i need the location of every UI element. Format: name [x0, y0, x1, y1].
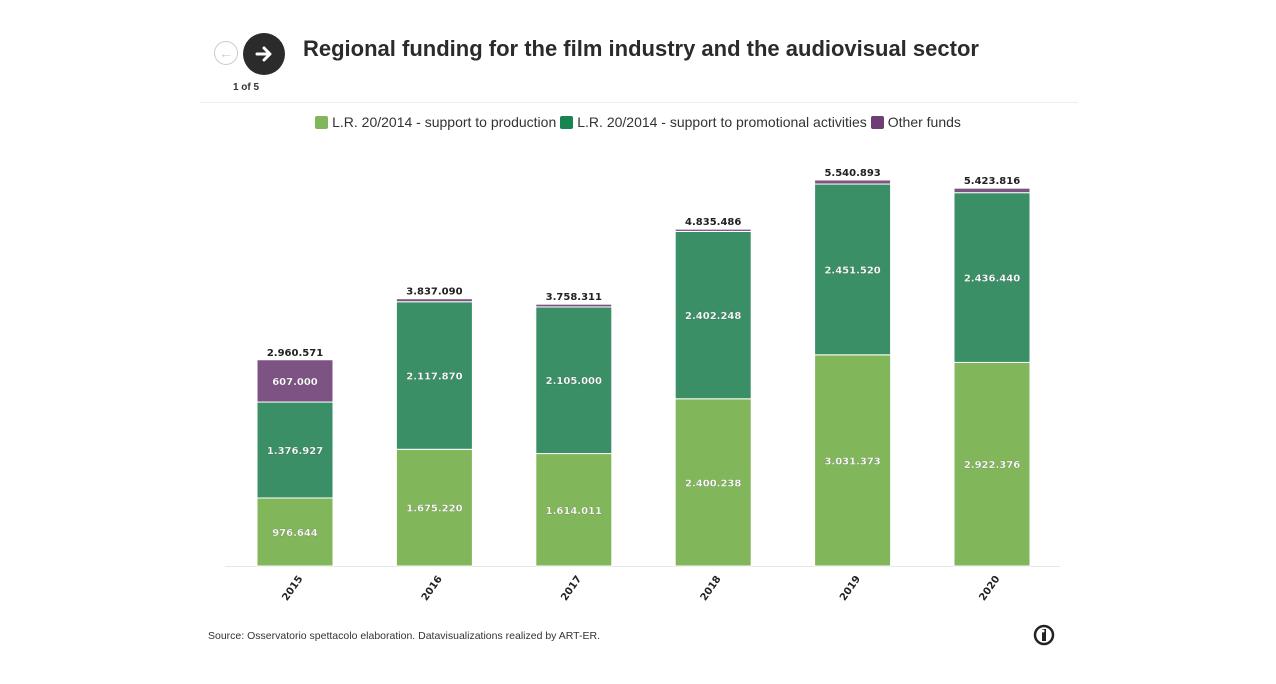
total-label: 3.758.311 — [546, 292, 602, 303]
previous-button[interactable]: ← — [214, 41, 238, 65]
x-tick-label: 2017 — [559, 574, 584, 603]
total-label: 4.835.486 — [685, 217, 741, 228]
arrow-left-icon: ← — [219, 45, 233, 61]
legend-label: L.R. 20/2014 - support to promotional ac… — [577, 114, 867, 130]
data-label: 976.644 — [272, 528, 318, 539]
legend-item-production[interactable]: L.R. 20/2014 - support to production — [315, 114, 556, 130]
x-tick-label: 2019 — [838, 574, 863, 603]
bar-segment[interactable] — [814, 179, 892, 185]
legend-item-other-funds[interactable]: Other funds — [870, 114, 961, 130]
data-label: 2.451.520 — [824, 265, 880, 276]
bar-segment[interactable] — [953, 192, 1031, 363]
bar-segment[interactable] — [535, 303, 613, 308]
legend-label: L.R. 20/2014 - support to production — [332, 114, 557, 130]
total-label: 5.540.893 — [824, 168, 880, 179]
header-divider — [200, 102, 1078, 103]
bar-segment[interactable] — [256, 359, 334, 403]
data-label: 2.436.440 — [964, 274, 1020, 285]
arrow-right-icon — [255, 46, 272, 62]
bar-segment[interactable] — [814, 183, 892, 356]
legend-swatch — [870, 115, 884, 129]
bar-segment[interactable] — [674, 228, 752, 232]
total-label: 3.837.090 — [406, 287, 462, 298]
total-label: 2.960.571 — [267, 348, 323, 359]
total-label: 5.423.816 — [964, 176, 1020, 187]
x-tick-label: 2018 — [699, 574, 724, 603]
data-label: 1.376.927 — [267, 446, 323, 457]
bar-segment[interactable] — [953, 361, 1031, 567]
slide-counter: 1 of 5 — [232, 82, 260, 93]
bar-segment[interactable] — [256, 497, 334, 567]
legend: L.R. 20/2014 - support to production L.R… — [0, 114, 1276, 130]
bar-segment[interactable] — [535, 453, 613, 567]
legend-swatch — [560, 115, 574, 129]
bar-segment[interactable] — [256, 401, 334, 499]
data-label: 2.922.376 — [964, 460, 1020, 471]
bar-segment[interactable] — [395, 448, 473, 567]
x-tick-label: 2020 — [977, 574, 1002, 603]
legend-item-promotional[interactable]: L.R. 20/2014 - support to promotional ac… — [560, 114, 867, 130]
data-label: 2.117.870 — [406, 372, 462, 383]
data-label: 1.614.011 — [546, 506, 602, 517]
next-button[interactable] — [243, 33, 285, 75]
bar-segment[interactable] — [674, 398, 752, 567]
bar-segment[interactable] — [674, 230, 752, 400]
chart-title: Regional funding for the film industry a… — [303, 36, 979, 61]
source-note: Source: Osservatorio spettacolo elaborat… — [208, 630, 601, 642]
data-label: 1.675.220 — [406, 504, 462, 515]
x-tick-label: 2016 — [420, 574, 445, 603]
data-label: 2.105.000 — [546, 376, 602, 387]
legend-label: Other funds — [887, 114, 961, 130]
x-tick-label: 2015 — [280, 574, 305, 603]
data-label: 2.400.238 — [685, 478, 741, 489]
bar-segment[interactable] — [814, 354, 892, 567]
data-label: 607.000 — [272, 377, 318, 388]
bar-segment[interactable] — [953, 187, 1031, 194]
legend-swatch — [315, 115, 329, 129]
bar-segment[interactable] — [395, 298, 473, 303]
bar-segment[interactable] — [535, 306, 613, 455]
data-label: 2.402.248 — [685, 311, 741, 322]
info-logo-icon[interactable] — [1033, 624, 1055, 646]
data-label: 3.031.373 — [824, 456, 880, 467]
